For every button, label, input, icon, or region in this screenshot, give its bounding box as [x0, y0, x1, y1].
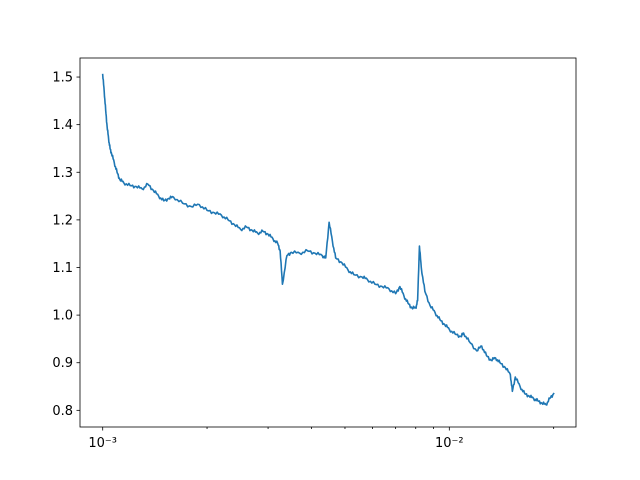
- y-tick-label: 1.4: [52, 118, 73, 133]
- y-tick-label: 1.2: [52, 213, 73, 228]
- axes-background: [80, 58, 576, 427]
- y-tick-label: 1.3: [52, 166, 73, 181]
- plot-area: [101, 73, 555, 406]
- axes-frame: [79, 57, 577, 428]
- y-tick-label: 0.8: [52, 404, 73, 419]
- y-tick-label: 1.5: [52, 71, 73, 86]
- x-tick-label: 10⁻²: [435, 436, 464, 451]
- series-line: [101, 73, 555, 406]
- x-tick-label: 10⁻³: [88, 436, 117, 451]
- y-axis: 0.8 0.9 1.0 1.1 1.2 1.3 1.4 1.5: [52, 71, 80, 419]
- y-tick-label: 1.1: [52, 261, 73, 276]
- y-tick-label: 1.0: [52, 309, 73, 324]
- y-tick-label: 0.9: [52, 356, 73, 371]
